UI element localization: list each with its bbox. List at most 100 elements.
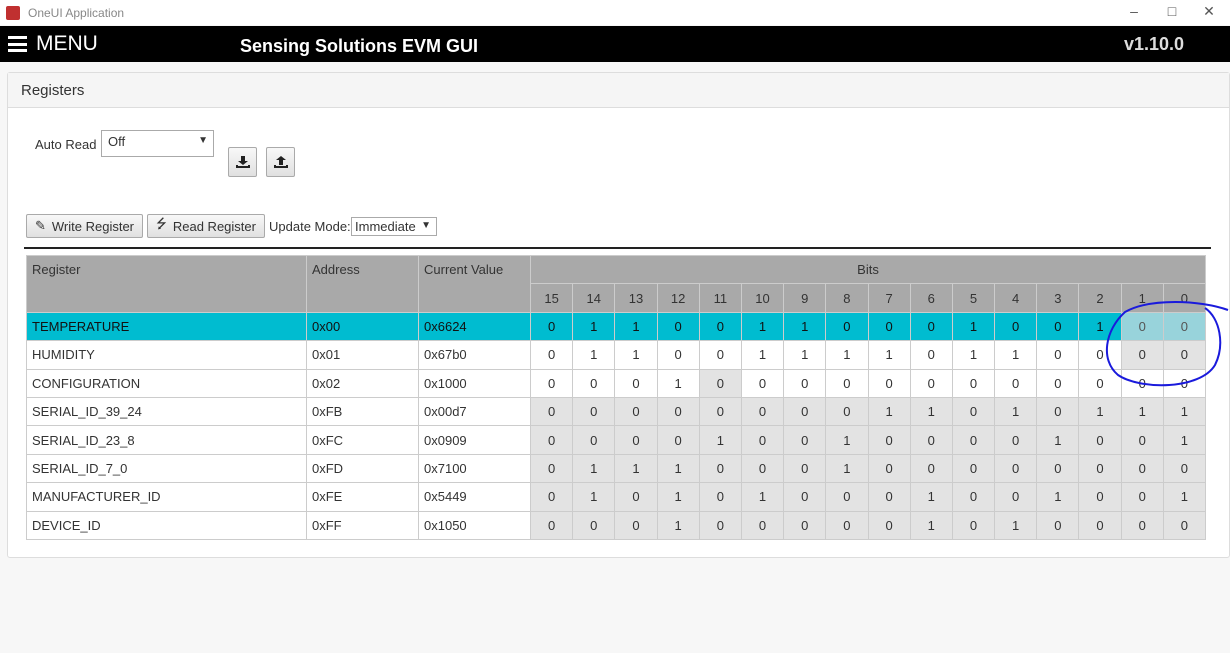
register-value[interactable]: 0x6624 [418, 311, 531, 342]
register-name: SERIAL_ID_7_0 [26, 453, 307, 484]
menu-button[interactable]: MENU [8, 32, 98, 56]
bit-cell: 0 [909, 453, 953, 484]
register-value[interactable]: 0x1050 [418, 510, 531, 540]
bit-cell[interactable]: 0 [783, 368, 827, 398]
bit-cell[interactable]: 0 [909, 368, 953, 398]
auto-read-select[interactable]: Off ▼ [101, 130, 214, 157]
bit-cell: 0 [529, 510, 574, 540]
bit-cell[interactable]: 1 [572, 340, 616, 370]
bit-cell[interactable]: 0 [1036, 340, 1080, 370]
register-value[interactable]: 0x5449 [418, 482, 531, 512]
close-icon[interactable]: ✕ [1203, 3, 1215, 19]
bit-cell[interactable]: 0 [909, 340, 953, 370]
table-row[interactable]: SERIAL_ID_23_8 0xFC 0x0909 0 0 0 0 1 0 0 1 0 0 0 0 1 0 0 1 [26, 425, 1207, 455]
bit-cell: 1 [1036, 425, 1080, 455]
bit-cell: 0 [1162, 510, 1207, 540]
bit-cell[interactable]: 1 [1078, 311, 1122, 342]
write-register-button[interactable]: ✎ Write Register [26, 214, 143, 238]
window-title: OneUI Application [28, 5, 125, 20]
bit-cell[interactable]: 0 [1078, 368, 1122, 398]
bit-cell: 0 [1120, 482, 1164, 512]
update-mode-select[interactable]: Immediate ▼ [351, 217, 437, 236]
bit-cell[interactable]: 1 [951, 340, 996, 370]
bit-cell[interactable]: 0 [656, 340, 700, 370]
register-value[interactable]: 0x7100 [418, 453, 531, 484]
bit-cell[interactable]: 0 [825, 368, 869, 398]
minimize-icon[interactable]: – [1130, 3, 1138, 19]
bit-cell: 1 [1078, 396, 1122, 427]
bit-cell[interactable]: 1 [656, 368, 700, 398]
update-mode-value: Immediate [355, 219, 416, 234]
bit-header: 4 [994, 283, 1038, 313]
register-name: TEMPERATURE [26, 311, 307, 342]
bit-cell[interactable]: 0 [994, 311, 1038, 342]
table-row[interactable]: DEVICE_ID 0xFF 0x1050 0 0 0 1 0 0 0 0 0 1 0 1 0 0 0 0 [26, 510, 1207, 540]
register-value[interactable]: 0x1000 [418, 368, 531, 398]
bit-cell[interactable]: 1 [740, 340, 785, 370]
bit-cell[interactable]: 0 [740, 368, 785, 398]
register-value[interactable]: 0x00d7 [418, 396, 531, 427]
bit-cell[interactable]: 0 [994, 368, 1038, 398]
bit-cell[interactable]: 0 [529, 340, 574, 370]
bit-cell[interactable]: 0 [529, 311, 574, 342]
bit-cell: 0 [614, 396, 658, 427]
read-register-button[interactable]: ⭍ Read Register [147, 214, 265, 238]
bit-cell[interactable]: 1 [783, 311, 827, 342]
table-row[interactable]: TEMPERATURE 0x00 0x6624 0 1 1 0 0 1 1 0 0 0 1 0 0 1 0 0 [26, 311, 1207, 342]
bit-cell[interactable]: 0 [1120, 368, 1164, 398]
bit-cell: 1 [909, 482, 953, 512]
bit-cell[interactable]: 0 [572, 368, 616, 398]
bit-cell[interactable]: 1 [614, 340, 658, 370]
bit-cell[interactable]: 1 [614, 311, 658, 342]
bit-cell[interactable]: 1 [825, 340, 869, 370]
bit-cell: 0 [529, 482, 574, 512]
panel-title: Registers [8, 73, 1229, 108]
bolt-icon: ⭍ [156, 216, 167, 231]
download-button[interactable] [228, 147, 257, 177]
bit-cell: 0 [656, 396, 700, 427]
bit-cell[interactable]: 0 [909, 311, 953, 342]
bit-cell[interactable]: 1 [951, 311, 996, 342]
bit-cell[interactable]: 0 [867, 311, 911, 342]
bit-header: 11 [698, 283, 742, 313]
bit-cell[interactable]: 0 [1162, 368, 1207, 398]
bit-cell[interactable]: 1 [994, 340, 1038, 370]
bit-cell[interactable]: 0 [951, 368, 996, 398]
bit-cell[interactable]: 1 [783, 340, 827, 370]
bit-cell[interactable]: 0 [698, 311, 742, 342]
table-row[interactable]: CONFIGURATION 0x02 0x1000 0 0 0 1 0 0 0 0 0 0 0 0 0 0 0 0 [26, 368, 1207, 398]
register-value[interactable]: 0x67b0 [418, 340, 531, 370]
auto-read-value: Off [108, 134, 126, 149]
bit-cell[interactable]: 0 [529, 368, 574, 398]
upload-icon [273, 156, 288, 168]
bit-cell[interactable]: 0 [1036, 368, 1080, 398]
bit-cell[interactable]: 1 [740, 311, 785, 342]
dropdown-arrow-icon: ▼ [421, 220, 431, 231]
table-row[interactable]: MANUFACTURER_ID 0xFE 0x5449 0 1 0 1 0 1 0 0 0 1 0 0 1 0 0… [26, 482, 1207, 512]
table-row[interactable]: SERIAL_ID_39_24 0xFB 0x00d7 0 0 0 0 0 0 0 0 1 1 0 1 0 1 1… [26, 396, 1207, 427]
bit-cell: 0 [1120, 311, 1164, 342]
table-row[interactable]: SERIAL_ID_7_0 0xFD 0x7100 0 1 1 1 0 0 0 1 0 0 0 0 0 0 0 0 [26, 453, 1207, 484]
register-value[interactable]: 0x0909 [418, 425, 531, 455]
bit-header: 2 [1078, 283, 1122, 313]
bit-cell: 1 [1162, 396, 1207, 427]
maximize-icon[interactable]: □ [1167, 3, 1177, 19]
bit-cell: 0 [1036, 510, 1080, 540]
bit-cell[interactable]: 0 [825, 311, 869, 342]
bit-cell[interactable]: 0 [656, 311, 700, 342]
bit-cell[interactable]: 0 [614, 368, 658, 398]
bit-cell: 0 [1162, 340, 1207, 370]
bit-cell: 0 [1036, 453, 1080, 484]
bit-cell[interactable]: 1 [867, 340, 911, 370]
bit-cell[interactable]: 0 [698, 340, 742, 370]
bit-cell[interactable]: 1 [572, 311, 616, 342]
bit-cell: 0 [1162, 311, 1207, 342]
bit-cell[interactable]: 0 [867, 368, 911, 398]
bit-cell[interactable]: 0 [1078, 340, 1122, 370]
table-row[interactable]: HUMIDITY 0x01 0x67b0 0 1 1 0 0 1 1 1 1 0 1 1 0 0 0 0 [26, 340, 1207, 370]
bit-header: 14 [572, 283, 616, 313]
bit-cell[interactable]: 0 [1036, 311, 1080, 342]
upload-button[interactable] [266, 147, 295, 177]
bit-cell: 1 [1120, 396, 1164, 427]
bit-header: 0 [1162, 283, 1207, 313]
